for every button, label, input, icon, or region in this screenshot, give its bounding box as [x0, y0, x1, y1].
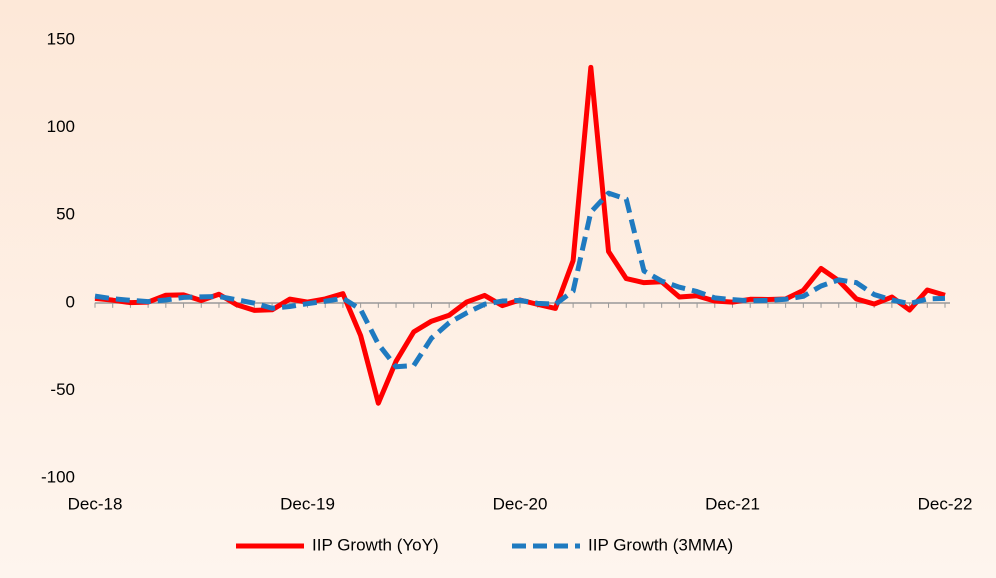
x-tick-label: Dec-18	[68, 494, 123, 513]
y-tick-label: 150	[47, 29, 75, 48]
y-tick-label: -50	[50, 380, 75, 399]
x-tick-label: Dec-22	[918, 494, 973, 513]
x-tick-label: Dec-21	[705, 494, 760, 513]
series-line	[94, 190, 946, 370]
y-tick-label: 50	[56, 205, 75, 224]
y-tick-label: 100	[47, 117, 75, 136]
y-tick-label: -100	[41, 467, 75, 486]
x-tick-label: Dec-19	[280, 494, 335, 513]
x-tick-label: Dec-20	[493, 494, 548, 513]
legend-label: IIP Growth (3MMA)	[588, 535, 733, 554]
legend-label: IIP Growth (YoY)	[312, 535, 439, 554]
y-tick-label: 0	[66, 292, 75, 311]
